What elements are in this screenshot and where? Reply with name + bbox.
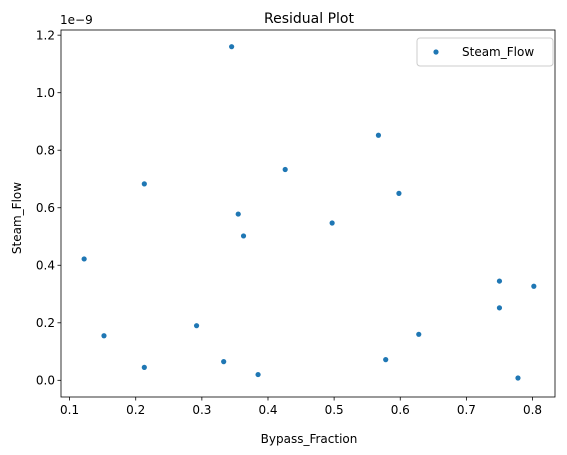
y-tick-label: 0.2	[36, 316, 55, 330]
data-point	[141, 181, 147, 187]
y-tick-label: 0.8	[36, 143, 55, 157]
x-tick-label: 0.8	[523, 403, 542, 417]
x-tick-label: 0.2	[126, 403, 145, 417]
data-point	[229, 44, 235, 50]
legend-marker	[433, 49, 439, 55]
y-offset-label: 1e−9	[60, 13, 93, 27]
data-point	[496, 278, 503, 284]
y-axis-label: Steam_Flow	[10, 182, 24, 254]
x-tick-label: 0.3	[192, 403, 211, 417]
x-tick-label: 0.6	[391, 403, 410, 417]
y-tick-label: 0.6	[36, 201, 55, 215]
data-point	[141, 364, 147, 370]
legend: Steam_Flow	[416, 37, 554, 67]
x-tick-label: 0.5	[325, 403, 344, 417]
data-point	[221, 359, 227, 365]
data-point	[235, 211, 241, 217]
data-point	[496, 305, 503, 311]
x-axis-label: Bypass_Fraction	[261, 432, 358, 446]
y-tick-label: 1.0	[36, 86, 55, 100]
legend-box	[416, 37, 554, 67]
data-point	[375, 132, 382, 138]
legend-label: Steam_Flow	[462, 45, 534, 59]
data-point	[531, 283, 537, 289]
plot-frame	[60, 29, 556, 398]
x-tick-label: 0.1	[60, 403, 79, 417]
y-tick-label: 0.0	[36, 374, 55, 388]
x-tick-label: 0.4	[258, 403, 277, 417]
data-points	[81, 44, 537, 381]
plot-area	[60, 29, 556, 398]
data-point	[396, 190, 402, 196]
data-point	[81, 256, 87, 262]
data-point	[515, 375, 521, 381]
data-point	[101, 333, 107, 339]
data-point	[255, 371, 261, 378]
x-tick-label: 0.7	[457, 403, 476, 417]
data-point	[383, 357, 389, 363]
y-tick-label: 1.2	[36, 28, 55, 42]
data-point	[240, 233, 247, 239]
data-point	[193, 323, 200, 329]
data-point	[416, 331, 422, 337]
y-tick-label: 0.4	[36, 258, 55, 272]
chart-title: Residual Plot	[264, 11, 354, 27]
data-point	[282, 166, 288, 173]
x-axis: 0.1 0.2 0.3 0.4 0.5 0.6 0.7 0.8	[60, 397, 542, 417]
y-axis: 0.0 0.2 0.4 0.6 0.8 1.0 1.2	[36, 28, 61, 388]
data-point	[329, 220, 335, 226]
